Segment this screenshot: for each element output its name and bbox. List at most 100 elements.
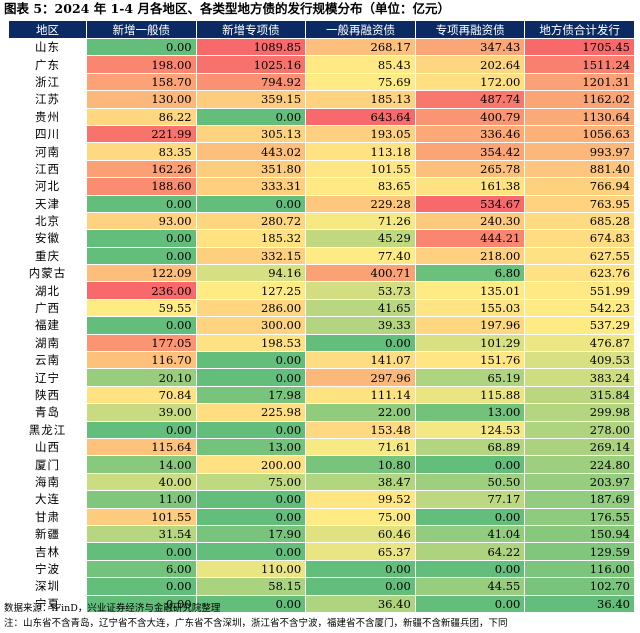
value-cell-total-issuance: 674.83 — [524, 229, 635, 248]
value-cell-new-general-bond: 6.00 — [86, 559, 197, 579]
region-cell: 甘肃 — [8, 507, 87, 526]
region-cell: 福建 — [8, 316, 87, 335]
value-cell-special-refinancing-bond: 172.00 — [414, 72, 526, 92]
region-cell: 河北 — [8, 177, 87, 196]
header-general-refinancing-bond: 一般再融资债 — [305, 20, 416, 39]
value-cell-new-general-bond: 162.26 — [86, 159, 197, 179]
table-row: 山东 0.00 1089.85 268.17 347.43 1705.45 — [8, 37, 635, 57]
region-cell: 青岛 — [8, 403, 87, 422]
value-cell-total-issuance: 1056.63 — [524, 124, 635, 144]
value-cell-special-refinancing-bond: 202.64 — [414, 55, 526, 74]
value-cell-total-issuance: 187.69 — [524, 490, 635, 509]
value-cell-new-general-bond: 11.00 — [86, 490, 197, 509]
value-cell-special-refinancing-bond: 336.46 — [414, 124, 526, 144]
value-cell-new-special-bond: 94.16 — [195, 264, 307, 283]
value-cell-total-issuance: 315.84 — [524, 385, 635, 405]
value-cell-general-refinancing-bond: 85.43 — [305, 55, 416, 74]
value-cell-new-special-bond: 17.90 — [195, 524, 307, 544]
table-row: 宁波 6.00 110.00 0.00 0.00 116.00 — [8, 559, 635, 579]
value-cell-new-general-bond: 130.00 — [86, 90, 197, 109]
value-cell-new-general-bond: 188.60 — [86, 177, 197, 196]
value-cell-new-special-bond: 333.31 — [195, 177, 307, 196]
value-cell-general-refinancing-bond: 0.00 — [305, 333, 416, 353]
value-cell-new-general-bond: 31.54 — [86, 524, 197, 544]
table-row: 青岛 39.00 225.98 22.00 13.00 299.98 — [8, 403, 635, 422]
table-row: 广东 198.00 1025.16 85.43 202.64 1511.24 — [8, 55, 635, 74]
header-row: 地区 新增一般债 新增专项债 一般再融资债 专项再融资债 地方债合计发行 — [8, 20, 635, 39]
value-cell-special-refinancing-bond: 50.50 — [414, 472, 526, 492]
value-cell-new-special-bond: 0.00 — [195, 594, 307, 613]
value-cell-total-issuance: 623.76 — [524, 264, 635, 283]
region-cell: 辽宁 — [8, 368, 87, 387]
value-cell-new-general-bond: 20.10 — [86, 368, 197, 387]
table-row: 大连 11.00 0.00 99.52 77.17 187.69 — [8, 490, 635, 509]
value-cell-special-refinancing-bond: 64.22 — [414, 542, 526, 561]
heatmap-table-container: 地区 新增一般债 新增专项债 一般再融资债 专项再融资债 地方债合计发行 山东 0… — [8, 20, 635, 613]
value-cell-new-general-bond: 0.00 — [86, 246, 197, 266]
region-cell: 黑龙江 — [8, 420, 87, 439]
value-cell-total-issuance: 993.97 — [524, 142, 635, 161]
table-row: 湖北 236.00 127.25 53.73 135.01 551.99 — [8, 281, 635, 300]
value-cell-new-general-bond: 158.70 — [86, 72, 197, 92]
value-cell-new-general-bond: 116.70 — [86, 351, 197, 370]
value-cell-special-refinancing-bond: 487.74 — [414, 90, 526, 109]
value-cell-special-refinancing-bond: 240.30 — [414, 211, 526, 231]
bond-issuance-table: 地区 新增一般债 新增专项债 一般再融资债 专项再融资债 地方债合计发行 山东 0… — [8, 20, 635, 613]
value-cell-total-issuance: 1511.24 — [524, 55, 635, 74]
table-row: 黑龙江 0.00 0.00 153.48 124.53 278.00 — [8, 420, 635, 439]
value-cell-new-special-bond: 0.00 — [195, 194, 307, 213]
value-cell-new-special-bond: 359.15 — [195, 90, 307, 109]
value-cell-general-refinancing-bond: 193.05 — [305, 124, 416, 144]
value-cell-general-refinancing-bond: 153.48 — [305, 420, 416, 439]
table-row: 福建 0.00 300.00 39.33 197.96 537.29 — [8, 316, 635, 335]
region-cell: 广西 — [8, 298, 87, 318]
value-cell-special-refinancing-bond: 6.80 — [414, 264, 526, 283]
value-cell-general-refinancing-bond: 60.46 — [305, 524, 416, 544]
value-cell-general-refinancing-bond: 41.65 — [305, 298, 416, 318]
value-cell-new-general-bond: 0.00 — [86, 229, 197, 248]
region-cell: 四川 — [8, 124, 87, 144]
value-cell-general-refinancing-bond: 229.28 — [305, 194, 416, 213]
region-cell: 大连 — [8, 490, 87, 509]
value-cell-total-issuance: 224.80 — [524, 455, 635, 474]
value-cell-new-general-bond: 39.00 — [86, 403, 197, 422]
region-cell: 山西 — [8, 437, 87, 457]
value-cell-general-refinancing-bond: 111.14 — [305, 385, 416, 405]
value-cell-total-issuance: 1162.02 — [524, 90, 635, 109]
value-cell-total-issuance: 116.00 — [524, 559, 635, 579]
value-cell-total-issuance: 203.97 — [524, 472, 635, 492]
value-cell-new-special-bond: 286.00 — [195, 298, 307, 318]
chart-title: 图表 5：2024 年 1-4 月各地区、各类型地方债的发行规模分布（单位：亿元… — [4, 1, 450, 16]
table-row: 海南 40.00 75.00 38.47 50.50 203.97 — [8, 472, 635, 492]
region-cell: 新疆 — [8, 524, 87, 544]
header-region: 地区 — [8, 20, 87, 39]
region-cell: 陕西 — [8, 385, 87, 405]
value-cell-general-refinancing-bond: 45.29 — [305, 229, 416, 248]
value-cell-special-refinancing-bond: 400.79 — [414, 107, 526, 126]
value-cell-new-special-bond: 280.72 — [195, 211, 307, 231]
table-row: 陕西 70.84 17.98 111.14 115.88 315.84 — [8, 385, 635, 405]
value-cell-special-refinancing-bond: 0.00 — [414, 455, 526, 474]
value-cell-general-refinancing-bond: 75.69 — [305, 72, 416, 92]
value-cell-new-special-bond: 0.00 — [195, 420, 307, 439]
header-special-refinancing-bond: 专项再融资债 — [414, 20, 526, 39]
value-cell-general-refinancing-bond: 99.52 — [305, 490, 416, 509]
value-cell-general-refinancing-bond: 0.00 — [305, 559, 416, 579]
value-cell-total-issuance: 269.14 — [524, 437, 635, 457]
region-cell: 吉林 — [8, 542, 87, 561]
table-row: 新疆 31.54 17.90 60.46 41.04 150.94 — [8, 524, 635, 544]
value-cell-special-refinancing-bond: 155.03 — [414, 298, 526, 318]
region-cell: 海南 — [8, 472, 87, 492]
value-cell-total-issuance: 1130.64 — [524, 107, 635, 126]
region-cell: 湖北 — [8, 281, 87, 300]
value-cell-general-refinancing-bond: 113.18 — [305, 142, 416, 161]
table-row: 河北 188.60 333.31 83.65 161.38 766.94 — [8, 177, 635, 196]
value-cell-new-special-bond: 305.13 — [195, 124, 307, 144]
value-cell-general-refinancing-bond: 268.17 — [305, 37, 416, 57]
value-cell-special-refinancing-bond: 13.00 — [414, 403, 526, 422]
value-cell-special-refinancing-bond: 135.01 — [414, 281, 526, 300]
table-row: 云南 116.70 0.00 141.07 151.76 409.53 — [8, 351, 635, 370]
value-cell-new-general-bond: 40.00 — [86, 472, 197, 492]
table-row: 宁夏 0.00 0.00 36.40 0.00 36.40 — [8, 594, 635, 613]
region-cell: 重庆 — [8, 246, 87, 266]
